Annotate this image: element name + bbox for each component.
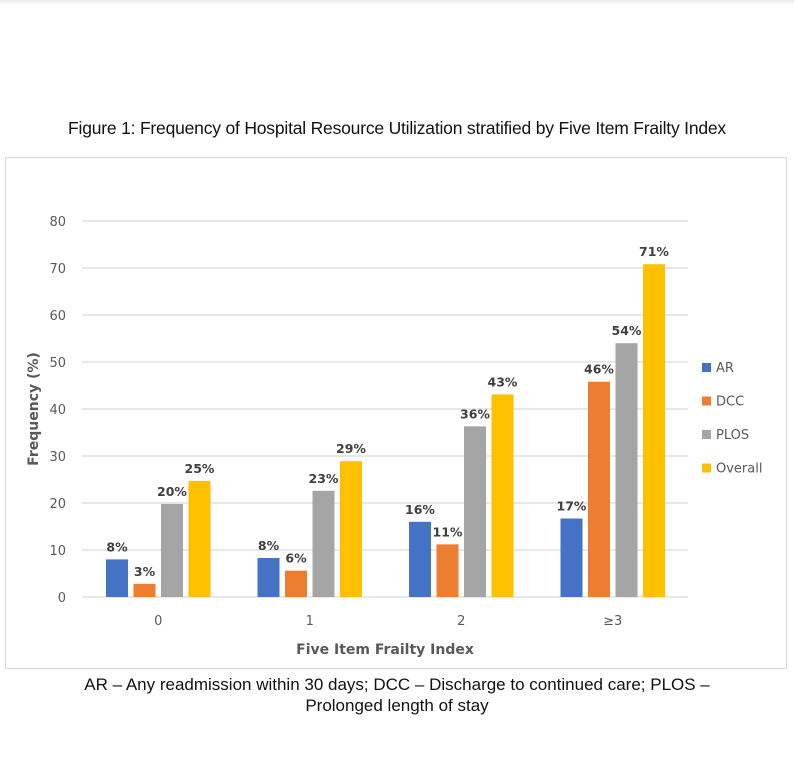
bar-overall-1 xyxy=(340,461,362,597)
y-tick-label: 70 xyxy=(49,262,66,277)
legend-swatch xyxy=(702,430,711,439)
bar-ar-0 xyxy=(106,559,128,597)
x-tick-label: 1 xyxy=(306,614,314,629)
bars xyxy=(106,264,665,597)
bar-ar-3 xyxy=(560,518,583,597)
bar-plos-2 xyxy=(464,426,486,597)
bar-overall-3 xyxy=(643,264,665,597)
y-tick-label: 40 xyxy=(49,403,66,418)
x-axis-ticks: 0 1 2 ≥3 xyxy=(154,614,622,629)
bar-ar-2 xyxy=(409,521,431,597)
bar-dcc-2 xyxy=(436,544,459,597)
data-label: 36% xyxy=(460,406,490,421)
gridlines xyxy=(82,220,688,598)
bar-overall-0 xyxy=(188,480,211,597)
legend-label: Overall xyxy=(716,462,762,477)
bar-overall-2 xyxy=(491,394,514,597)
data-label: 11% xyxy=(433,524,463,539)
bar-dcc-0 xyxy=(133,583,156,597)
legend: AR DCC PLOS Overall xyxy=(702,361,762,477)
legend-item-dcc: DCC xyxy=(702,395,744,410)
caption-line-1: AR – Any readmission within 30 days; DCC… xyxy=(84,675,710,694)
y-tick-label: 60 xyxy=(49,309,66,324)
bar-ar-1 xyxy=(257,557,280,597)
caption-line-2: Prolonged length of stay xyxy=(305,696,489,715)
top-edge-shadow xyxy=(0,0,794,5)
data-label: 8% xyxy=(258,538,280,553)
x-tick-label: ≥3 xyxy=(603,614,622,629)
legend-swatch xyxy=(702,363,711,372)
bar-plos-0 xyxy=(161,503,183,597)
y-tick-label: 50 xyxy=(49,356,66,371)
bar-plos-3 xyxy=(615,343,638,597)
y-tick-label: 0 xyxy=(58,591,66,606)
data-label: 8% xyxy=(106,539,128,554)
legend-item-ar: AR xyxy=(702,361,734,376)
figure-title: Figure 1: Frequency of Hospital Resource… xyxy=(68,118,726,138)
x-axis-title: Five Item Frailty Index xyxy=(296,642,474,658)
data-label: 17% xyxy=(557,499,587,514)
data-label: 43% xyxy=(488,374,518,389)
legend-swatch xyxy=(702,463,711,473)
data-label: 20% xyxy=(157,484,187,499)
bar-dcc-3 xyxy=(588,381,610,597)
data-label: 25% xyxy=(185,461,215,476)
bar-plos-1 xyxy=(312,490,335,597)
data-label: 23% xyxy=(309,471,339,486)
data-label: 6% xyxy=(285,551,307,566)
data-label: 29% xyxy=(336,441,366,456)
y-tick-label: 30 xyxy=(49,450,66,465)
data-labels: 8% 3% 20% 25% 8% 6% 23% 29% 16% 11% 36% 43% 17% 46% 54… xyxy=(106,244,669,579)
y-axis-ticks: 0 10 20 30 40 50 60 70 80 xyxy=(49,215,66,606)
y-tick-label: 80 xyxy=(49,215,66,230)
y-axis-title: Frequency (%) xyxy=(26,352,42,466)
y-tick-label: 10 xyxy=(49,544,66,559)
figure-caption: AR – Any readmission within 30 days; DCC… xyxy=(0,674,794,716)
legend-label: PLOS xyxy=(716,428,749,443)
legend-swatch xyxy=(702,396,711,406)
legend-label: DCC xyxy=(716,395,744,410)
y-tick-label: 20 xyxy=(49,497,66,512)
x-tick-label: 0 xyxy=(154,614,162,629)
data-label: 16% xyxy=(405,502,435,517)
data-label: 71% xyxy=(639,244,669,259)
data-label: 3% xyxy=(134,564,156,579)
legend-item-overall: Overall xyxy=(702,462,762,477)
legend-item-plos: PLOS xyxy=(702,428,749,443)
x-tick-label: 2 xyxy=(457,614,465,629)
data-label: 54% xyxy=(612,323,642,338)
legend-label: AR xyxy=(716,361,734,376)
bar-dcc-1 xyxy=(285,570,307,597)
data-label: 46% xyxy=(584,362,614,377)
